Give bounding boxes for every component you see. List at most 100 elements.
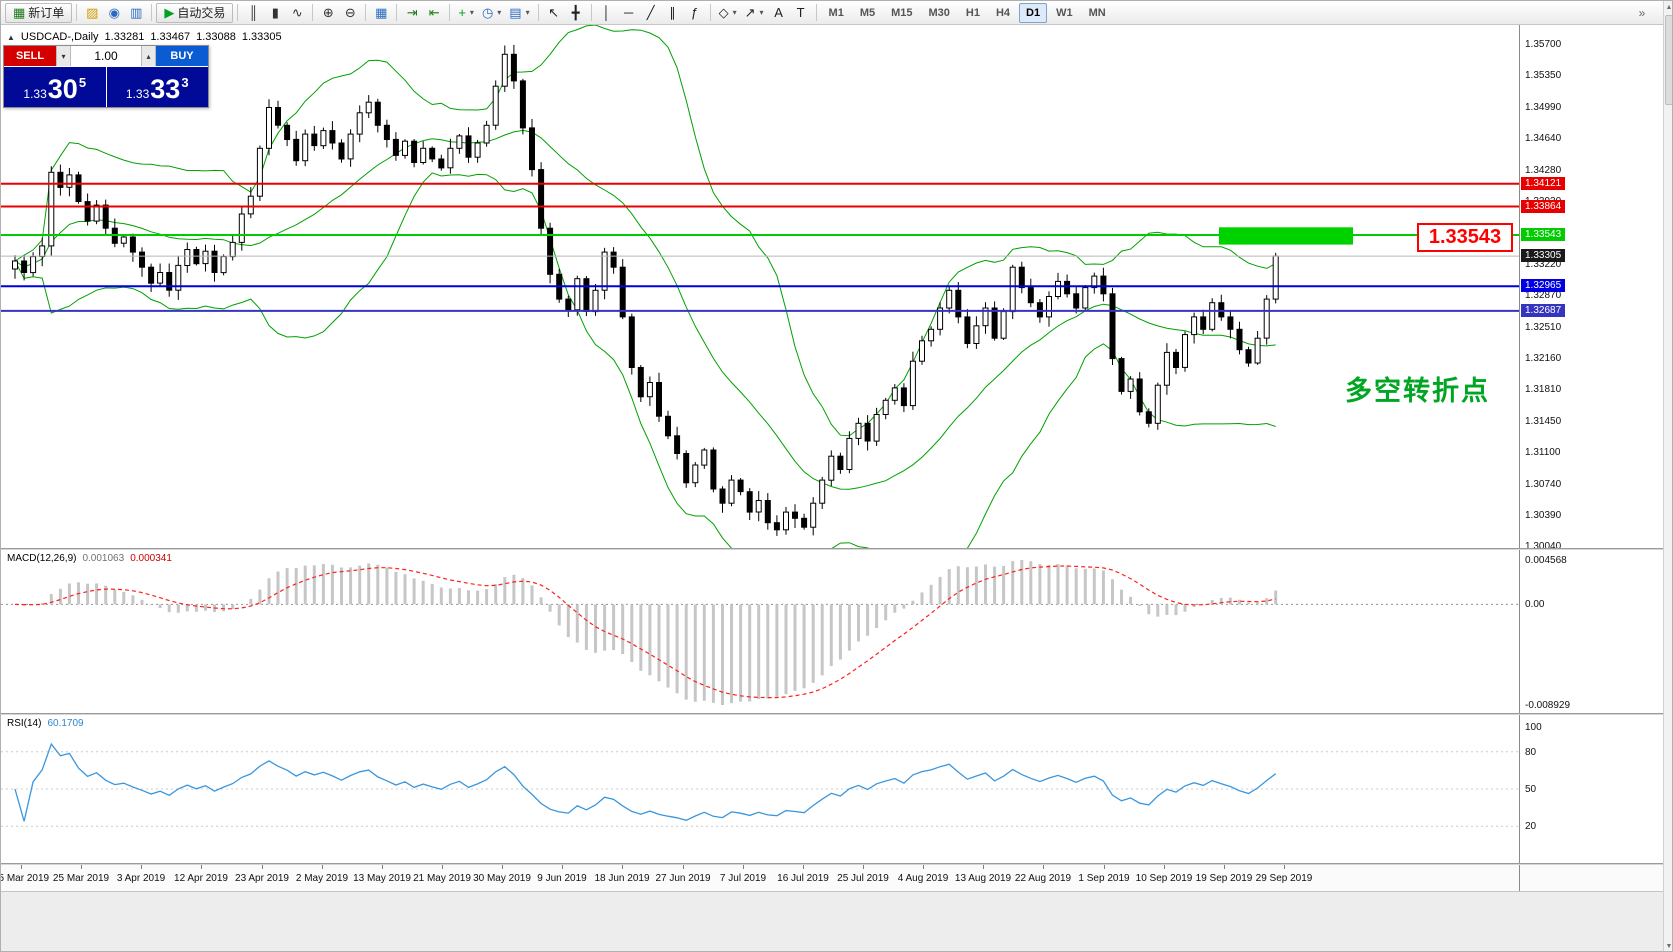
ohlc-low: 1.33088 xyxy=(196,31,236,43)
highlight-rectangle[interactable] xyxy=(1219,227,1353,245)
volume-input[interactable] xyxy=(71,46,141,66)
rsi-value: 60.1709 xyxy=(47,718,84,729)
templates-icon[interactable]: ▤ ▾ xyxy=(505,3,533,23)
channel-icon[interactable]: ∥ xyxy=(662,3,684,23)
timeframe-button-mn[interactable]: MN xyxy=(1088,6,1106,19)
timeframe-button-d1[interactable]: D1 xyxy=(1019,2,1048,23)
price-axis[interactable]: 1.357001.353501.349901.346401.342801.339… xyxy=(1520,25,1663,891)
date-label: 3 Apr 2019 xyxy=(116,873,166,884)
sell-button[interactable]: 1.33 30 5 xyxy=(4,67,106,107)
sell-tab[interactable]: SELL xyxy=(4,46,56,66)
time-tick xyxy=(1043,865,1044,869)
periods-icon-dropdown-icon[interactable]: ▾ xyxy=(497,8,502,17)
zoom-in-icon[interactable]: ⊕ xyxy=(317,3,339,23)
toolbar-separator xyxy=(709,4,711,21)
profiles-icon-icon: ▨ xyxy=(86,5,99,20)
market-watch-icon[interactable]: ◉ xyxy=(103,3,125,23)
trendline-icon[interactable]: ╱ xyxy=(640,3,662,23)
zoom-out-icon[interactable]: ⊖ xyxy=(339,3,361,23)
level-price-label[interactable]: 1.32687 xyxy=(1521,303,1566,317)
horizontal-level-lines[interactable] xyxy=(1,182,1519,312)
data-window-icon[interactable]: ▥ xyxy=(125,3,147,23)
line-chart-icon[interactable]: ∿ xyxy=(286,3,308,23)
ohlc-high: 1.33467 xyxy=(150,31,191,43)
horizontal-line-icon[interactable]: ─ xyxy=(618,3,640,23)
volume-increase-button[interactable]: ▴ xyxy=(141,46,156,66)
buy-tab[interactable]: BUY xyxy=(156,46,208,66)
time-tick xyxy=(502,865,503,869)
scrollbar-thumb[interactable] xyxy=(1665,15,1672,105)
candlestick-chart-icon[interactable]: ▮ xyxy=(264,3,286,23)
price-callout[interactable]: 1.33543 xyxy=(1417,223,1513,252)
toolbar-overflow-button[interactable]: » xyxy=(1638,5,1646,20)
time-tick xyxy=(923,865,924,869)
time-tick xyxy=(562,865,563,869)
rsi-canvas[interactable] xyxy=(1,715,1519,863)
vertical-line-icon[interactable]: │ xyxy=(596,3,618,23)
level-price-label[interactable]: 1.32965 xyxy=(1521,279,1566,293)
price-tick-label: 1.31450 xyxy=(1525,415,1562,427)
chart-shift-icon[interactable]: ⇤ xyxy=(423,3,445,23)
periods-icon-icon: ◷ xyxy=(481,5,494,20)
indicators-icon[interactable]: + ▾ xyxy=(454,3,478,23)
templates-icon-dropdown-icon[interactable]: ▾ xyxy=(525,8,530,17)
ohlc-close: 1.33305 xyxy=(241,31,282,43)
buy-button[interactable]: 1.33 33 3 xyxy=(106,67,208,107)
auto-scroll-icon[interactable]: ⇥ xyxy=(401,3,423,23)
toolbar-separator xyxy=(76,4,78,21)
periods-icon[interactable]: ◷ ▾ xyxy=(478,3,505,23)
volume-decrease-button[interactable]: ▾ xyxy=(56,46,71,66)
vertical-scrollbar[interactable]: ▲ ▼ xyxy=(1663,1,1673,951)
new-order-button[interactable]: ▦ 新订单 xyxy=(5,2,73,23)
symbol-expand-icon[interactable]: ▲ xyxy=(7,32,15,42)
arrows-icon[interactable]: ↗ ▾ xyxy=(741,3,768,23)
profiles-icon[interactable]: ▨ xyxy=(81,3,103,23)
bar-chart-icon[interactable]: ║ xyxy=(242,3,264,23)
vertical-line-icon-icon: │ xyxy=(602,5,611,20)
time-tick xyxy=(81,865,82,869)
timeframe-button-m30[interactable]: M30 xyxy=(928,6,950,19)
arrows-icon-dropdown-icon[interactable]: ▾ xyxy=(759,8,764,17)
symbol-timeframe-label: USDCAD-,Daily xyxy=(20,31,99,43)
tile-windows-icon-icon: ▦ xyxy=(375,5,388,20)
timeframe-button-m5[interactable]: M5 xyxy=(859,6,876,19)
fibonacci-icon[interactable]: ƒ xyxy=(684,3,706,23)
timeframe-button-h4[interactable]: H4 xyxy=(995,6,1011,19)
panel-separator[interactable] xyxy=(1,713,1663,715)
rsi-panel[interactable]: RSI(14) 60.1709 xyxy=(1,715,1519,863)
chart-shift-icon-icon: ⇤ xyxy=(428,5,440,20)
timeframe-button-m15[interactable]: M15 xyxy=(891,6,913,19)
crosshair-icon[interactable]: ╋ xyxy=(565,3,587,23)
sell-price-main: 30 xyxy=(47,74,78,104)
indicators-icon-dropdown-icon[interactable]: ▾ xyxy=(469,8,474,17)
time-tick xyxy=(803,865,804,869)
tile-windows-icon[interactable]: ▦ xyxy=(370,3,392,23)
time-tick xyxy=(983,865,984,869)
price-tick-label: 1.32160 xyxy=(1525,352,1562,364)
level-price-label[interactable]: 1.33543 xyxy=(1521,227,1566,241)
shapes-icon-dropdown-icon[interactable]: ▾ xyxy=(732,8,737,17)
text-label-icon[interactable]: T xyxy=(790,3,812,23)
timeframe-button-w1[interactable]: W1 xyxy=(1056,6,1073,19)
level-price-label[interactable]: 1.34121 xyxy=(1521,176,1566,190)
autotrading-button[interactable]: ▶ 自动交易 xyxy=(156,2,234,23)
macd-panel[interactable]: MACD(12,26,9) 0.001063 0.000341 xyxy=(1,550,1519,713)
time-tick xyxy=(442,865,443,869)
macd-main-value: 0.001063 xyxy=(82,553,125,564)
shapes-icon[interactable]: ◇ ▾ xyxy=(715,3,741,23)
timeframe-button-h1[interactable]: H1 xyxy=(965,6,980,19)
price-chart-canvas[interactable] xyxy=(1,25,1519,548)
timeframe-button-m1[interactable]: M1 xyxy=(828,6,844,19)
panel-separator[interactable] xyxy=(1,863,1663,865)
text-icon[interactable]: A xyxy=(768,3,790,23)
date-label: 30 May 2019 xyxy=(473,873,531,884)
macd-canvas[interactable] xyxy=(1,550,1519,713)
panel-separator[interactable] xyxy=(1,548,1663,550)
scroll-down-icon[interactable]: ▼ xyxy=(1665,943,1673,950)
level-price-label[interactable]: 1.33864 xyxy=(1521,199,1566,213)
scroll-up-icon[interactable]: ▲ xyxy=(1665,4,1673,11)
cursor-icon[interactable]: ↖ xyxy=(543,3,565,23)
price-chart-panel[interactable]: ▲ USDCAD-,Daily 1.33281 1.33467 1.33088 … xyxy=(1,25,1519,548)
macd-axis-label: 0.00 xyxy=(1525,599,1545,611)
